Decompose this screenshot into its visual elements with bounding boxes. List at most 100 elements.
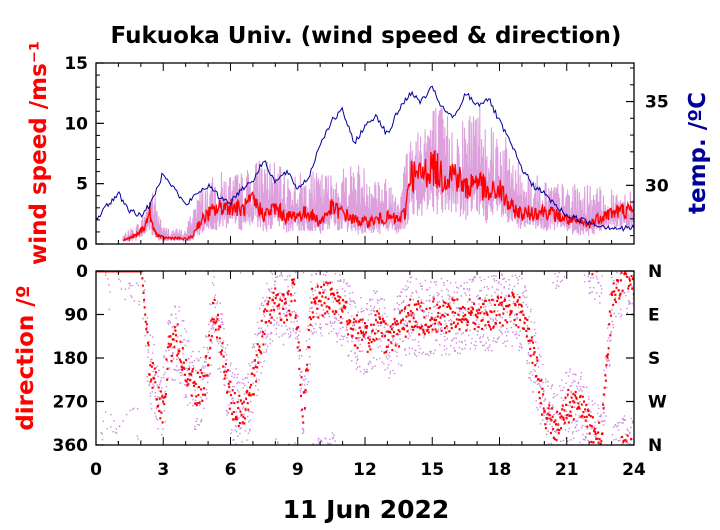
direction-tick-label: 0 bbox=[76, 262, 88, 282]
direction-point bbox=[165, 358, 168, 361]
direction-scatter-point bbox=[472, 278, 474, 281]
direction-scatter-point bbox=[562, 423, 565, 425]
direction-scatter-point bbox=[572, 437, 575, 440]
direction-scatter-point bbox=[337, 280, 339, 282]
direction-point bbox=[530, 336, 533, 339]
direction-scatter-point bbox=[587, 403, 589, 405]
direction-point bbox=[157, 386, 160, 389]
direction-scatter-point bbox=[270, 331, 272, 334]
direction-point bbox=[512, 293, 515, 296]
direction-scatter-point bbox=[308, 338, 310, 340]
direction-scatter-point bbox=[256, 321, 259, 324]
direction-scatter-point bbox=[205, 397, 208, 400]
direction-point bbox=[372, 323, 375, 326]
direction-scatter-point bbox=[447, 294, 449, 296]
direction-point bbox=[218, 337, 221, 340]
temperature-tick-label: 30 bbox=[645, 176, 669, 196]
direction-scatter-point bbox=[377, 338, 380, 340]
direction-point bbox=[531, 361, 534, 364]
direction-point bbox=[427, 331, 430, 334]
direction-scatter-point bbox=[387, 364, 390, 366]
direction-point bbox=[523, 327, 526, 330]
direction-point bbox=[155, 398, 158, 401]
direction-scatter-point bbox=[195, 420, 197, 422]
direction-scatter-point bbox=[357, 327, 360, 329]
direction-scatter-point bbox=[299, 330, 301, 333]
direction-point bbox=[167, 346, 170, 349]
direction-point bbox=[222, 355, 225, 358]
direction-point bbox=[298, 367, 301, 371]
direction-scatter-point bbox=[352, 300, 354, 302]
direction-scatter-point bbox=[151, 358, 153, 361]
direction-point bbox=[503, 299, 506, 302]
direction-point bbox=[389, 325, 392, 328]
direction-scatter-point bbox=[522, 301, 525, 303]
direction-point bbox=[197, 386, 200, 389]
direction-scatter-point bbox=[237, 399, 240, 401]
direction-scatter-point bbox=[506, 311, 508, 313]
direction-scatter-point bbox=[435, 283, 437, 286]
direction-point bbox=[377, 330, 380, 333]
direction-scatter-point bbox=[527, 351, 530, 354]
direction-scatter-point bbox=[602, 424, 605, 426]
direction-scatter-point bbox=[163, 374, 165, 376]
direction-scatter-point bbox=[188, 375, 190, 377]
direction-scatter-point bbox=[296, 315, 299, 317]
direction-scatter-point bbox=[224, 351, 227, 353]
direction-scatter-point bbox=[574, 413, 577, 416]
direction-scatter-point bbox=[569, 368, 571, 370]
direction-scatter-point bbox=[283, 292, 285, 295]
direction-point bbox=[617, 279, 620, 282]
time-tick-label: 12 bbox=[353, 460, 377, 480]
direction-scatter-point bbox=[354, 306, 357, 308]
direction-scatter-point bbox=[138, 304, 140, 306]
direction-point bbox=[254, 359, 257, 362]
direction-scatter-point bbox=[293, 310, 296, 313]
direction-scatter-point bbox=[574, 426, 577, 428]
direction-scatter-point bbox=[571, 432, 574, 435]
direction-point bbox=[289, 293, 292, 296]
direction-scatter-point bbox=[410, 295, 412, 297]
direction-scatter-point bbox=[301, 427, 304, 430]
direction-scatter-point bbox=[225, 359, 228, 361]
direction-scatter-point bbox=[621, 291, 623, 293]
direction-scatter-point bbox=[229, 364, 232, 367]
direction-scatter-point bbox=[518, 334, 520, 337]
direction-scatter-point bbox=[237, 435, 239, 437]
direction-scatter-point bbox=[402, 288, 404, 290]
direction-point bbox=[149, 380, 152, 383]
direction-scatter-point bbox=[397, 308, 399, 310]
direction-scatter-point bbox=[332, 328, 335, 330]
direction-point bbox=[306, 369, 309, 372]
direction-scatter-point bbox=[363, 327, 366, 330]
direction-point bbox=[566, 393, 569, 396]
direction-point bbox=[241, 421, 244, 424]
direction-scatter-point bbox=[381, 350, 383, 353]
direction-scatter-point bbox=[175, 317, 177, 320]
direction-point bbox=[607, 347, 610, 350]
direction-scatter-point bbox=[433, 295, 435, 297]
direction-scatter-point bbox=[590, 277, 592, 279]
direction-scatter-point bbox=[165, 350, 167, 352]
direction-scatter-point bbox=[443, 345, 446, 348]
direction-scatter-point bbox=[224, 366, 226, 368]
direction-scatter-point bbox=[204, 373, 207, 376]
direction-point bbox=[449, 307, 452, 310]
direction-scatter-point bbox=[430, 350, 432, 353]
direction-scatter-point bbox=[372, 307, 374, 310]
direction-scatter-point bbox=[150, 408, 153, 410]
direction-scatter-point bbox=[514, 274, 517, 277]
direction-scatter-point bbox=[437, 294, 439, 297]
direction-scatter-point bbox=[164, 390, 166, 393]
direction-scatter-point bbox=[228, 391, 231, 393]
direction-point bbox=[269, 321, 272, 324]
direction-scatter-point bbox=[311, 306, 313, 308]
direction-scatter-point bbox=[179, 368, 181, 371]
direction-scatter-point bbox=[230, 362, 232, 365]
direction-scatter-point bbox=[432, 352, 435, 355]
direction-scatter-point bbox=[613, 279, 615, 282]
direction-point bbox=[259, 350, 262, 354]
direction-point bbox=[192, 384, 195, 388]
direction-scatter-point bbox=[252, 382, 254, 384]
direction-scatter-point bbox=[480, 279, 483, 282]
